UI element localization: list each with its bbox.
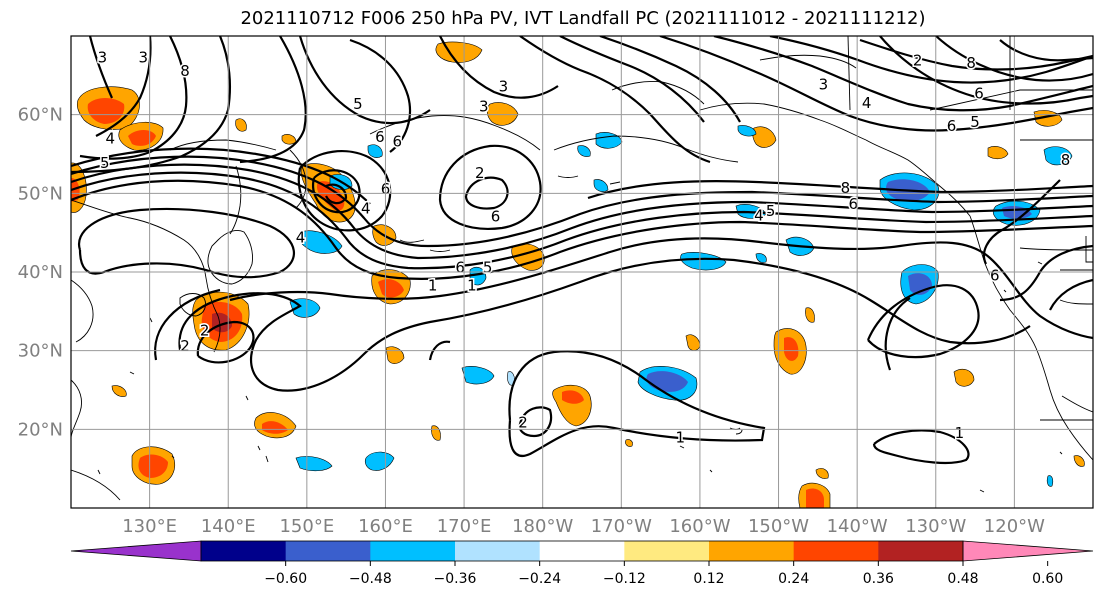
contour-label: 5 bbox=[766, 202, 776, 220]
colorbar-swatch bbox=[624, 541, 710, 561]
contour-label: 5 bbox=[483, 259, 493, 277]
longitude-label: 130°W bbox=[905, 516, 966, 537]
colorbar-tick-label: 0.24 bbox=[778, 571, 809, 587]
colorbar-swatch bbox=[455, 541, 541, 561]
contour-label: 2 bbox=[518, 414, 528, 432]
contour-label: 1 bbox=[428, 277, 438, 295]
contour-label: 4 bbox=[862, 94, 872, 112]
longitude-label: 170°W bbox=[591, 516, 652, 537]
contour-label: 3 bbox=[479, 97, 489, 115]
colorbar-swatch bbox=[878, 541, 964, 561]
contour-label: 6 bbox=[491, 207, 501, 225]
contour-label: 3 bbox=[98, 49, 108, 67]
contour-label: 3 bbox=[139, 49, 149, 67]
contour-label: 2 bbox=[475, 164, 485, 182]
colorbar-swatch bbox=[201, 541, 287, 561]
latitude-label: 40°N bbox=[18, 262, 63, 283]
colorbar-swatch bbox=[370, 541, 456, 561]
longitude-labels: 130°E 140°E 150°E 160°E 170°E 180°W 170°W 160°W… bbox=[122, 516, 1045, 537]
contour-label: 4 bbox=[296, 229, 306, 247]
colorbar-swatch bbox=[709, 541, 795, 561]
latitude-label: 20°N bbox=[18, 419, 63, 440]
contour-label: 6 bbox=[990, 266, 1000, 284]
contour-label: 1 bbox=[955, 424, 965, 442]
contour-label: 6 bbox=[455, 259, 465, 277]
colorbar-swatch bbox=[539, 541, 625, 561]
longitude-label: 130°E bbox=[122, 516, 177, 537]
contour-label: 1 bbox=[467, 277, 477, 295]
colorbar-tick-label: −0.24 bbox=[518, 571, 561, 587]
longitude-label: 160°W bbox=[669, 516, 730, 537]
contour-label: 2 bbox=[200, 322, 210, 340]
colorbar-tick-label: −0.48 bbox=[349, 571, 392, 587]
contour-label: 8 bbox=[180, 62, 190, 80]
longitude-label: 120°W bbox=[984, 516, 1045, 537]
contour-label: 5 bbox=[100, 154, 110, 172]
longitude-label: 150°E bbox=[279, 516, 334, 537]
contour-label: 4 bbox=[106, 130, 116, 148]
contour-label: 1 bbox=[675, 428, 685, 446]
contour-label: 2 bbox=[180, 337, 190, 355]
longitude-label: 140°W bbox=[827, 516, 888, 537]
contour-label: 6 bbox=[974, 85, 984, 103]
contour-label: 4 bbox=[361, 200, 371, 218]
longitude-label: 150°W bbox=[748, 516, 809, 537]
latitude-label: 60°N bbox=[18, 105, 63, 126]
contour-label: 6 bbox=[947, 117, 957, 135]
gridlines bbox=[71, 36, 1093, 508]
contour-label: 8 bbox=[1061, 151, 1071, 169]
colorbar: −0.60 −0.48 −0.36 −0.24 −0.12 0.12 0.24 0.36 0.4… bbox=[70, 540, 1094, 587]
contour-label: 3 bbox=[499, 78, 509, 96]
contour-label: 4 bbox=[754, 207, 764, 225]
colorbar-extend-high bbox=[962, 540, 1094, 562]
colorbar-tick-label: 0.48 bbox=[947, 571, 978, 587]
contour-label: 5 bbox=[970, 113, 980, 131]
contour-label: 6 bbox=[848, 195, 858, 213]
contour-label: 6 bbox=[375, 128, 385, 146]
colorbar-tick-label: −0.36 bbox=[434, 571, 477, 587]
contour-label: 5 bbox=[353, 95, 363, 113]
contour-label: 3 bbox=[819, 75, 829, 93]
colorbar-tick-label: −0.60 bbox=[264, 571, 307, 587]
latitude-label: 50°N bbox=[18, 183, 63, 204]
contour-label: 8 bbox=[966, 54, 976, 72]
colorbar-extend-low bbox=[70, 540, 202, 562]
colorbar-tick-label: 0.36 bbox=[863, 571, 894, 587]
longitude-label: 180°W bbox=[512, 516, 573, 537]
colorbar-swatch bbox=[793, 541, 879, 561]
colorbar-tick-label: 0.12 bbox=[693, 571, 724, 587]
longitude-label: 140°E bbox=[201, 516, 256, 537]
colorbar-swatch bbox=[285, 541, 371, 561]
map-frame bbox=[70, 35, 1094, 509]
colorbar-outline bbox=[200, 540, 964, 562]
latitude-label: 30°N bbox=[18, 341, 63, 362]
islands bbox=[97, 175, 1063, 493]
longitude-label: 170°E bbox=[437, 516, 492, 537]
latitude-labels: 20°N 30°N 40°N 50°N 60°N bbox=[18, 105, 63, 441]
map-title: 2021110712 F006 250 hPa PV, IVT Landfall… bbox=[240, 8, 926, 29]
contour-label: 2 bbox=[913, 52, 923, 70]
colorbar-tick-label: −0.12 bbox=[603, 571, 646, 587]
pv-contours bbox=[71, 36, 1093, 465]
contour-label: 6 bbox=[392, 133, 402, 151]
longitude-label: 160°E bbox=[358, 516, 413, 537]
colorbar-tick-label: 0.60 bbox=[1032, 571, 1063, 587]
